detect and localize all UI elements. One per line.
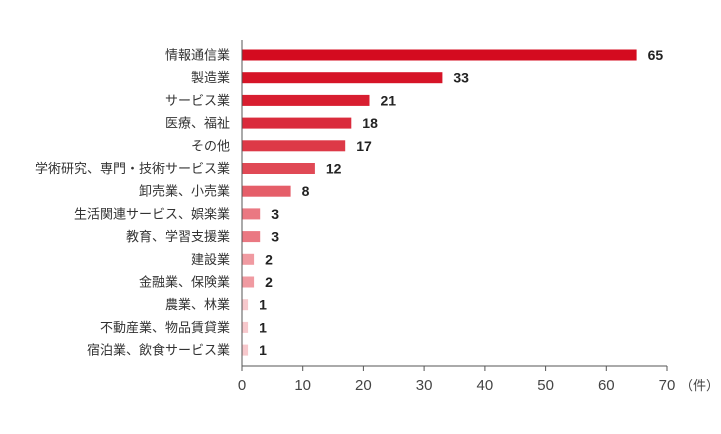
value-label: 1	[259, 319, 267, 335]
category-label: 卸売業、小売業	[139, 184, 230, 200]
bar	[242, 117, 352, 129]
category-label: 宿泊業、飲食サービス業	[87, 343, 230, 359]
value-label: 3	[271, 229, 279, 245]
value-label: 8	[302, 183, 310, 199]
value-label: 3	[271, 206, 279, 222]
x-tick-label: 50	[537, 377, 554, 394]
x-tick-label: 60	[598, 377, 615, 394]
x-tick-label: 10	[294, 377, 311, 394]
value-label: 65	[648, 47, 664, 63]
bar-group	[242, 49, 637, 356]
bar	[242, 253, 255, 265]
unit-label: （件）	[680, 379, 719, 394]
category-label: 建設業	[191, 252, 230, 268]
bar	[242, 321, 249, 333]
value-label: 1	[259, 342, 267, 358]
value-label: 2	[265, 274, 273, 290]
x-tick-label: 70	[659, 377, 676, 394]
bar	[242, 208, 261, 220]
value-label: 2	[265, 251, 273, 267]
category-label: 金融業、保険業	[139, 275, 230, 291]
category-label: 学術研究、専門・技術サービス業	[35, 161, 230, 177]
bar	[242, 140, 346, 152]
value-label: 1	[259, 297, 267, 313]
x-tick-label: 40	[477, 377, 494, 394]
category-label: 教育、学習支援業	[126, 229, 230, 245]
category-label: 生活関連サービス、娯楽業	[74, 206, 230, 222]
x-tick-label: 20	[355, 377, 372, 394]
value-label: 21	[381, 92, 397, 108]
category-label: 情報通信業	[165, 48, 230, 64]
x-tick-label: 0	[238, 377, 246, 394]
bar	[242, 276, 255, 288]
category-label: 医療、福祉	[165, 117, 230, 132]
value-label: 17	[356, 138, 372, 154]
x-tick-label: 30	[416, 377, 433, 394]
value-label: 33	[453, 70, 469, 86]
bar	[242, 299, 249, 311]
category-label: その他	[191, 139, 230, 154]
bar	[242, 231, 261, 243]
x-axis	[241, 40, 668, 371]
category-label: 農業、林業	[165, 297, 230, 313]
bar	[242, 49, 637, 61]
category-label: サービス業	[165, 93, 230, 109]
category-label: 不動産業、物品賃貸業	[100, 320, 230, 336]
bar	[242, 185, 291, 197]
bar	[242, 344, 249, 356]
bar	[242, 163, 315, 174]
tick-labels: 0 10 20 30 40 50 60 70	[238, 377, 676, 394]
value-label: 18	[362, 115, 378, 131]
category-labels: 情報通信業製造業サービス業医療、福祉その他学術研究、専門・技術サービス業卸売業、…	[35, 48, 230, 359]
bar	[242, 94, 370, 106]
category-label: 製造業	[191, 70, 230, 86]
value-label: 12	[326, 161, 342, 177]
bar	[242, 72, 443, 84]
